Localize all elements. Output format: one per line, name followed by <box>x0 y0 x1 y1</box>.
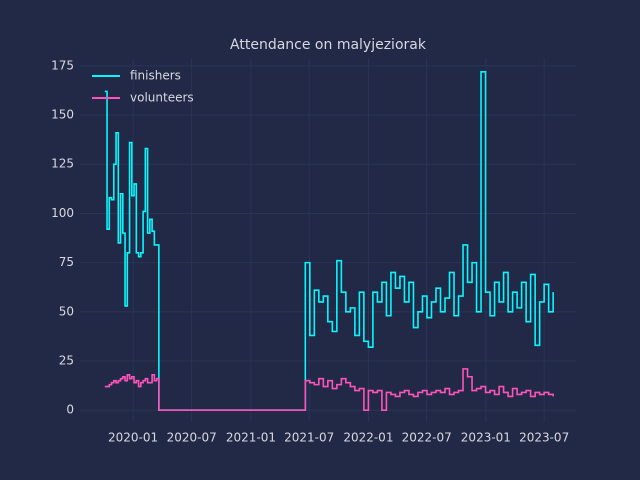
y-tick-label: 175 <box>51 58 74 72</box>
series-line <box>104 70 554 411</box>
y-tick-label: 125 <box>51 157 74 171</box>
x-tick-label: 2022-01 <box>343 431 393 445</box>
y-tick-label: 25 <box>59 354 74 368</box>
x-tick-label: 2020-01 <box>108 431 158 445</box>
y-tick-label: 0 <box>66 403 74 417</box>
x-tick-label: 2021-07 <box>284 431 334 445</box>
x-tick-label: 2023-07 <box>519 431 569 445</box>
y-tick-label: 100 <box>51 206 74 220</box>
legend-label: volunteers <box>130 91 194 105</box>
chart-title: Attendance on malyjeziorak <box>230 37 427 53</box>
x-tick-label: 2020-07 <box>167 431 217 445</box>
series-line <box>104 368 554 411</box>
y-tick-label: 75 <box>59 255 74 269</box>
x-tick-label: 2022-07 <box>402 431 452 445</box>
y-tick-label: 50 <box>59 304 74 318</box>
legend-label: finishers <box>130 69 181 83</box>
x-tick-label: 2023-01 <box>461 431 511 445</box>
x-tick-label: 2021-01 <box>226 431 276 445</box>
y-tick-label: 150 <box>51 108 74 122</box>
